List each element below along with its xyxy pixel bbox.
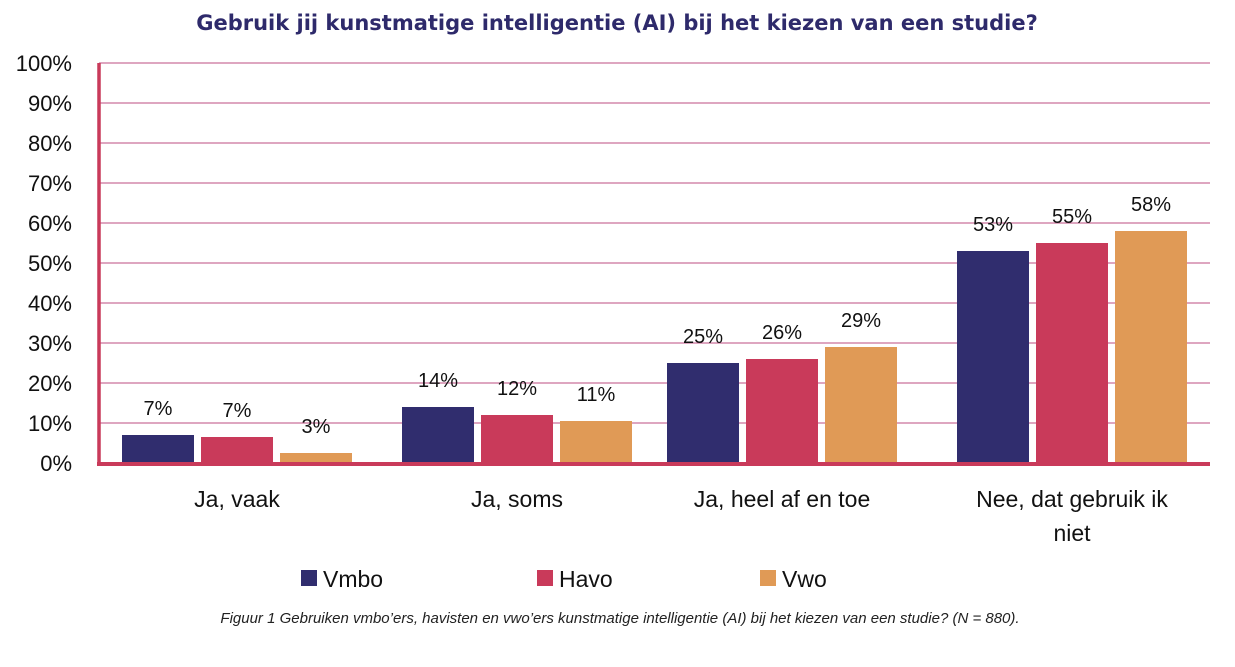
y-tick-label: 80% [28, 131, 72, 156]
bar-havo [201, 437, 273, 463]
legend: Vmbo Havo Vwo [301, 566, 827, 592]
x-category-label: Ja, heel af en toe [694, 486, 870, 512]
data-label: 29% [841, 310, 881, 332]
data-label: 55% [1052, 206, 1092, 228]
chart-title: Gebruik jij kunstmatige intelligentie (A… [196, 11, 1038, 35]
gridlines [99, 62, 1210, 424]
y-tick-label: 10% [28, 411, 72, 436]
bar-vwo [825, 347, 897, 463]
legend-item-havo: Havo [537, 566, 613, 592]
y-tick-label: 30% [28, 331, 72, 356]
y-tick-label: 60% [28, 211, 72, 236]
x-category-label: Ja, soms [471, 486, 563, 512]
legend-label: Havo [559, 566, 613, 592]
data-label: 7% [223, 400, 252, 422]
bars [122, 231, 1187, 463]
y-tick-label: 90% [28, 91, 72, 116]
data-label: 26% [762, 322, 802, 344]
legend-item-vmbo: Vmbo [301, 566, 383, 592]
data-label: 58% [1131, 194, 1171, 216]
bar-havo [746, 359, 818, 463]
x-category-label: niet [1053, 520, 1091, 546]
data-labels: 7% 14% 25% 53% 7% 12% 26% 55% 3% 11% 29% 58% [144, 194, 1172, 438]
data-label: 7% [144, 398, 173, 420]
bar-vmbo [667, 363, 739, 463]
x-axis-categories: Ja, vaak Ja, soms Ja, heel af en toe Nee, d… [194, 486, 1168, 546]
bar-havo [481, 415, 553, 463]
x-category-label: Ja, vaak [194, 486, 280, 512]
legend-swatch [301, 570, 317, 586]
bar-vwo [1115, 231, 1187, 463]
bar-vmbo [957, 251, 1029, 463]
bar-vwo [560, 421, 632, 463]
y-tick-label: 40% [28, 291, 72, 316]
y-tick-label: 70% [28, 171, 72, 196]
y-tick-label: 50% [28, 251, 72, 276]
legend-item-vwo: Vwo [760, 566, 827, 592]
legend-label: Vmbo [323, 566, 383, 592]
figure-caption: Figuur 1 Gebruiken vmbo’ers, havisten en… [220, 610, 1019, 627]
y-axis-ticks: 0% 10% 20% 30% 40% 50% 60% 70% 80% 90% 100% [16, 51, 72, 476]
legend-swatch [537, 570, 553, 586]
axes [97, 63, 1210, 466]
data-label: 11% [577, 384, 616, 406]
bar-vwo [280, 453, 352, 463]
data-label: 12% [497, 378, 537, 400]
data-label: 53% [973, 214, 1013, 236]
y-tick-label: 0% [40, 451, 72, 476]
y-tick-label: 20% [28, 371, 72, 396]
legend-swatch [760, 570, 776, 586]
bar-vmbo [402, 407, 474, 463]
legend-label: Vwo [782, 566, 827, 592]
data-label: 3% [302, 416, 331, 438]
data-label: 14% [418, 370, 458, 392]
bar-vmbo [122, 435, 194, 463]
x-category-label: Nee, dat gebruik ik [976, 486, 1168, 512]
data-label: 25% [683, 326, 723, 348]
bar-havo [1036, 243, 1108, 463]
y-tick-label: 100% [16, 51, 72, 76]
